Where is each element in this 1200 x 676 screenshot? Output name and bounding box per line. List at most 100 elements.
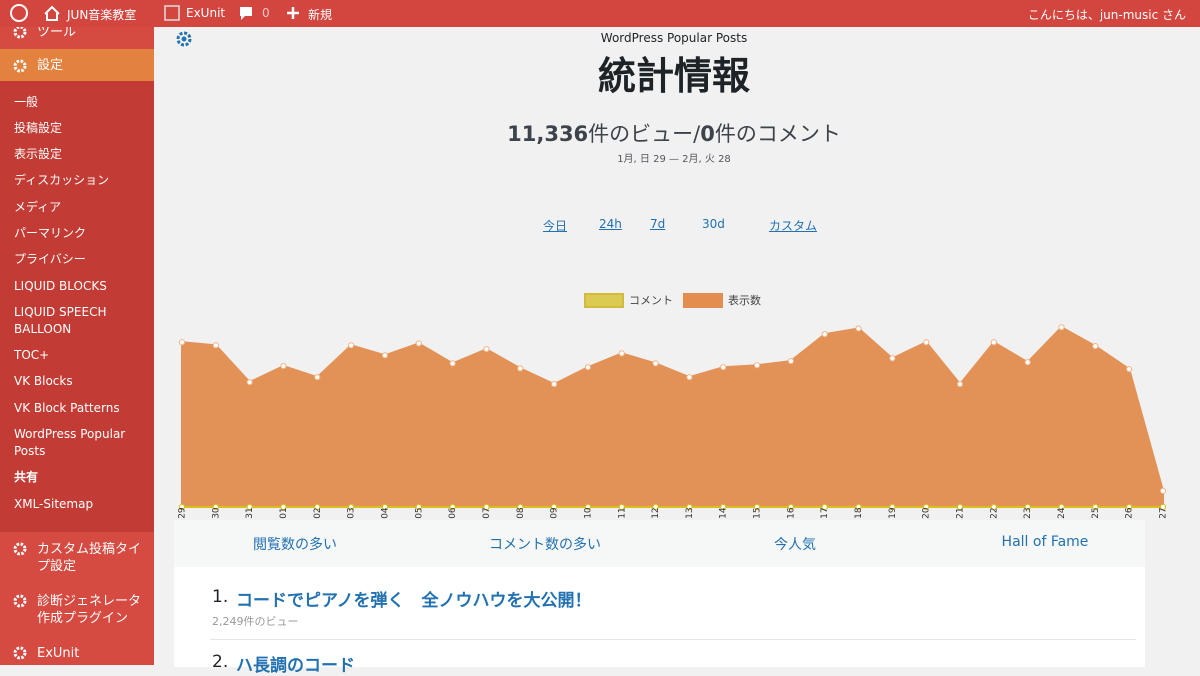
x-tick-label: 月 06 bbox=[447, 507, 458, 522]
point bbox=[652, 360, 659, 367]
menu-item[interactable]: カスタム投稿タイプ設定 bbox=[0, 532, 154, 584]
submenu-item[interactable]: 一般 bbox=[14, 94, 39, 109]
exunit-link[interactable]: ExUnit bbox=[186, 6, 226, 20]
point bbox=[280, 362, 287, 370]
legend-label: 表示数 bbox=[728, 293, 761, 307]
menu-item[interactable]: 設定 bbox=[0, 49, 154, 81]
site-link[interactable]: JUN音楽教室 bbox=[67, 8, 137, 22]
point bbox=[1024, 503, 1031, 511]
submenu-item[interactable]: 共有 bbox=[14, 470, 39, 485]
legend-swatch bbox=[683, 293, 723, 308]
point bbox=[990, 503, 997, 511]
submenu-item[interactable]: LIQUID SPEECH BALLOON bbox=[14, 304, 107, 336]
admin-icons bbox=[10, 4, 299, 22]
point bbox=[956, 503, 964, 511]
x-tick-label: 金 10 bbox=[581, 507, 593, 522]
point bbox=[787, 503, 794, 511]
submenu-item[interactable]: WordPress Popular Posts bbox=[14, 427, 126, 459]
menu-icon bbox=[13, 27, 27, 39]
point bbox=[753, 362, 761, 369]
tab[interactable]: コメント数の多い bbox=[489, 537, 601, 553]
point bbox=[212, 503, 219, 511]
menu-label[interactable]: ExUnit bbox=[37, 645, 80, 661]
tab[interactable]: 今人気 bbox=[774, 537, 816, 553]
point bbox=[923, 339, 930, 346]
point bbox=[584, 503, 592, 511]
submenu-item[interactable]: 投稿設定 bbox=[14, 120, 63, 135]
submenu-item[interactable]: VK Blocks bbox=[14, 374, 73, 389]
submenu-item[interactable]: VK Block Patterns bbox=[14, 400, 120, 415]
menu-item[interactable]: 診断ジェネレータ作成プラグイン bbox=[0, 584, 154, 636]
submenu-item[interactable]: LIQUID BLOCKS bbox=[14, 278, 107, 293]
tabs: 閲覧数の多い コメント数の多い 今人気 Hall of Fame bbox=[174, 520, 1145, 571]
post-title[interactable]: ハ長調のコード bbox=[236, 656, 355, 676]
submenu-item[interactable]: ディスカッション bbox=[14, 173, 110, 188]
x-tick-label: 火 14 bbox=[718, 507, 729, 522]
page-title: 統計情報 bbox=[597, 54, 750, 98]
point bbox=[551, 503, 558, 511]
submenu-item[interactable]: XML-Sitemap bbox=[14, 496, 94, 511]
point bbox=[956, 381, 964, 388]
point bbox=[686, 503, 693, 511]
comments-count[interactable]: 0 bbox=[262, 6, 270, 20]
submenu-item[interactable]: プライバシー bbox=[14, 252, 86, 267]
x-tick-label: 木 23 bbox=[1021, 507, 1033, 522]
submenu-item[interactable]: パーマリンク bbox=[14, 226, 87, 241]
point bbox=[449, 503, 456, 511]
range-link[interactable]: 24h bbox=[599, 217, 622, 231]
point bbox=[517, 365, 524, 372]
x-tick-label: 火 07 bbox=[481, 507, 492, 522]
range-link[interactable]: 30d bbox=[702, 217, 725, 231]
x-tick-label: 土 04 bbox=[378, 507, 390, 522]
point bbox=[314, 503, 321, 511]
x-tick-label: 月 13 bbox=[684, 507, 695, 522]
point bbox=[787, 357, 794, 365]
range-link[interactable]: カスタム bbox=[769, 219, 818, 233]
post-title[interactable]: コードでピアノを弾く 全ノウハウを大公開！ bbox=[236, 591, 592, 611]
legend-swatch bbox=[584, 293, 624, 308]
range-link[interactable]: 7d bbox=[650, 217, 666, 231]
point bbox=[1126, 366, 1133, 373]
x-tick-label: 日 29 bbox=[177, 507, 188, 522]
settings-icon[interactable] bbox=[175, 30, 195, 50]
menu-item[interactable]: ExUnit bbox=[0, 636, 154, 665]
tab[interactable]: 閲覧数の多い bbox=[174, 534, 416, 571]
list-panel: 1. コードでピアノを弾く 全ノウハウを大公開！ 2,249件のビュー 2. ハ長調のコ… bbox=[174, 567, 1145, 676]
point bbox=[483, 346, 490, 353]
point bbox=[415, 503, 422, 511]
x-tick-label: 木 02 bbox=[311, 507, 323, 522]
greeting[interactable]: こんにちは、jun-music さん bbox=[1027, 8, 1186, 22]
point bbox=[381, 352, 389, 359]
x-tick-label: 火 21 bbox=[955, 507, 966, 522]
new-link[interactable]: 新規 bbox=[308, 8, 333, 22]
menu-label[interactable]: カスタム投稿タイプ設定 bbox=[37, 542, 142, 575]
views-total: 11,336 bbox=[507, 122, 589, 146]
tab[interactable]: Hall of Fame bbox=[1001, 534, 1089, 550]
submenu-item[interactable]: メディア bbox=[14, 199, 62, 214]
range-link[interactable]: 今日 bbox=[543, 219, 568, 233]
point bbox=[517, 503, 524, 511]
point bbox=[348, 503, 355, 511]
point bbox=[855, 325, 862, 332]
menu-label[interactable]: 設定 bbox=[37, 57, 64, 73]
x-tick-label: 木 16 bbox=[784, 507, 796, 522]
point bbox=[990, 339, 997, 346]
x-tick-label: 日 12 bbox=[650, 507, 661, 522]
point bbox=[889, 355, 896, 362]
menu-label[interactable]: 診断ジェネレータ作成プラグイン bbox=[37, 594, 142, 627]
submenu-item[interactable]: 表示設定 bbox=[14, 147, 63, 162]
menu-item[interactable]: ツール bbox=[0, 27, 154, 49]
menu-icon bbox=[13, 542, 27, 556]
point bbox=[889, 503, 896, 511]
point bbox=[855, 503, 862, 511]
submenu-item[interactable]: TOC+ bbox=[14, 348, 50, 363]
comments-suffix: 件のコメント bbox=[714, 122, 841, 146]
x-tick-label: 日 26 bbox=[1124, 507, 1135, 522]
menu-label[interactable]: ツール bbox=[37, 27, 77, 40]
point bbox=[381, 503, 389, 511]
sidebar: ツール設定一般投稿設定表示設定ディスカッション メディアパーマリンク プライバシー L… bbox=[0, 27, 154, 665]
x-tick-label: 日 19 bbox=[887, 507, 898, 522]
views-suffix: 件のビュー/ bbox=[588, 122, 701, 146]
